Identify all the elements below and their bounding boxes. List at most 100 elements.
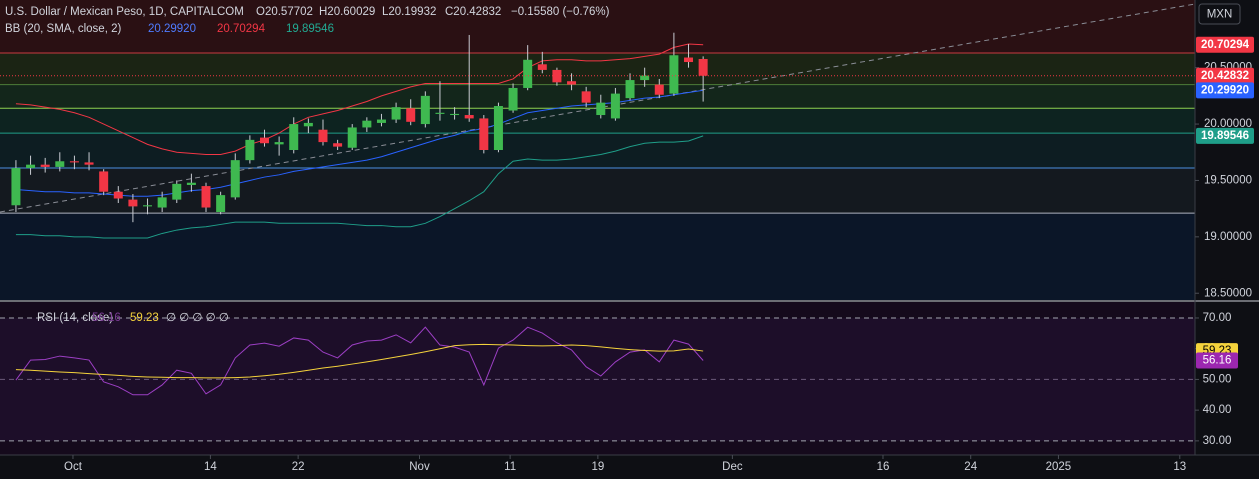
candle-body bbox=[552, 69, 562, 83]
bb-lower: 19.89546 bbox=[286, 23, 334, 35]
bb-line bbox=[15, 135, 704, 239]
candle-body bbox=[259, 137, 269, 144]
x-tick-label: 14 bbox=[204, 461, 217, 473]
candle-body bbox=[84, 162, 94, 165]
price-badge-label: 19.89546 bbox=[1201, 130, 1249, 142]
ohlc-open: O20.57702 bbox=[256, 6, 313, 18]
rsi-label: RSI (14, close) bbox=[37, 312, 113, 324]
candle-body bbox=[55, 161, 65, 167]
band bbox=[0, 213, 1195, 300]
bb-basis: 20.29920 bbox=[148, 23, 196, 35]
candle-body bbox=[216, 195, 226, 213]
candle-body bbox=[654, 84, 664, 95]
candle-body bbox=[318, 129, 328, 143]
y-tick-label: 18.50000 bbox=[1204, 287, 1252, 299]
change: −0.15580 (−0.76%) bbox=[511, 6, 610, 18]
candle-body bbox=[567, 81, 577, 85]
rsi-ma-value: 59.23 bbox=[130, 312, 159, 324]
currency-label[interactable]: MXN bbox=[1207, 9, 1233, 21]
candle-body bbox=[610, 93, 620, 119]
level-bands bbox=[0, 0, 1195, 442]
y-tick-label: 19.00000 bbox=[1204, 231, 1252, 243]
candle-body bbox=[303, 122, 313, 127]
ohlc-low: L20.19932 bbox=[382, 6, 436, 18]
candle-body bbox=[11, 168, 21, 206]
x-tick-label: 22 bbox=[292, 461, 305, 473]
candle-body bbox=[362, 120, 372, 128]
candle-body bbox=[537, 64, 547, 70]
candle-body bbox=[347, 127, 357, 148]
candle-body bbox=[376, 119, 386, 123]
candle-body bbox=[625, 80, 635, 99]
price-badge-label: 20.70294 bbox=[1201, 39, 1250, 51]
candle-body bbox=[508, 87, 518, 111]
candle-body bbox=[172, 183, 182, 200]
axes: 18.5000019.0000019.5000020.0000020.50000… bbox=[64, 36, 1254, 473]
band bbox=[0, 84, 1195, 109]
candle-body bbox=[450, 113, 460, 116]
band bbox=[0, 0, 1195, 54]
candle-body bbox=[289, 124, 299, 150]
y-tick-label: 40.00 bbox=[1203, 404, 1232, 416]
candle-body bbox=[698, 58, 708, 76]
ohlc-high: H20.60029 bbox=[319, 6, 375, 18]
candle-body bbox=[406, 108, 416, 122]
candle-body bbox=[245, 139, 255, 161]
x-tick-label: 11 bbox=[504, 461, 516, 473]
x-tick-label: 19 bbox=[591, 461, 604, 473]
price-badge bbox=[1196, 36, 1254, 53]
rsi-line bbox=[15, 326, 704, 396]
rsi-line bbox=[15, 343, 704, 379]
y-tick-label: 30.00 bbox=[1203, 435, 1232, 447]
y-tick-label: 20.00000 bbox=[1204, 118, 1252, 130]
bb-line bbox=[15, 43, 704, 156]
price-badge bbox=[1196, 82, 1254, 99]
candle-body bbox=[493, 106, 503, 150]
x-tick-label: 2025 bbox=[1046, 461, 1072, 473]
band bbox=[0, 168, 1195, 214]
price-badge-label: 20.29920 bbox=[1201, 84, 1249, 96]
x-tick-label: 24 bbox=[964, 461, 977, 473]
bb-upper: 20.70294 bbox=[217, 23, 266, 35]
candle-body bbox=[143, 205, 153, 207]
x-tick-label: 16 bbox=[877, 461, 890, 473]
x-tick-label: 13 bbox=[1173, 461, 1186, 473]
candle-body bbox=[669, 55, 679, 94]
candle-body bbox=[581, 91, 591, 103]
bb-line bbox=[15, 89, 704, 197]
candle-body bbox=[99, 171, 109, 192]
bb-label: BB (20, SMA, close, 2) bbox=[5, 23, 121, 35]
candle-body bbox=[684, 57, 694, 63]
candle-body bbox=[479, 118, 489, 150]
x-tick-label: Nov bbox=[409, 461, 430, 473]
band bbox=[0, 53, 1195, 85]
rsi-value: 56.16 bbox=[92, 312, 121, 324]
candle-body bbox=[640, 75, 650, 81]
candle-body bbox=[523, 59, 533, 88]
y-tick-label: 70.00 bbox=[1203, 312, 1232, 324]
candle-body bbox=[230, 160, 240, 198]
plot bbox=[0, 32, 1195, 396]
y-tick-label: 50.00 bbox=[1203, 373, 1232, 385]
candle-body bbox=[201, 186, 211, 208]
symbol-title: U.S. Dollar / Mexican Peso, 1D, CAPITALC… bbox=[5, 6, 244, 18]
y-tick-label: 19.50000 bbox=[1204, 174, 1252, 186]
currency-button[interactable] bbox=[1198, 3, 1241, 25]
candle-body bbox=[113, 191, 123, 199]
candle-body bbox=[596, 102, 606, 116]
rsi-badge-label: 56.16 bbox=[1203, 355, 1232, 367]
candle-body bbox=[157, 197, 167, 208]
x-tick-label: Dec bbox=[722, 461, 743, 473]
band bbox=[0, 133, 1195, 169]
price-badge-label: 20.42832 bbox=[1201, 70, 1249, 82]
candle-body bbox=[26, 164, 36, 169]
rsi-extra: ∅ ∅ ∅ ∅ ∅ bbox=[166, 312, 229, 324]
candle-body bbox=[464, 115, 474, 119]
candle-body bbox=[128, 199, 138, 207]
candle-body bbox=[435, 112, 445, 114]
x-tick-label: Oct bbox=[64, 461, 83, 473]
candle-body bbox=[333, 143, 343, 147]
candle-body bbox=[40, 164, 50, 167]
ohlc-close: C20.42832 bbox=[445, 6, 501, 18]
